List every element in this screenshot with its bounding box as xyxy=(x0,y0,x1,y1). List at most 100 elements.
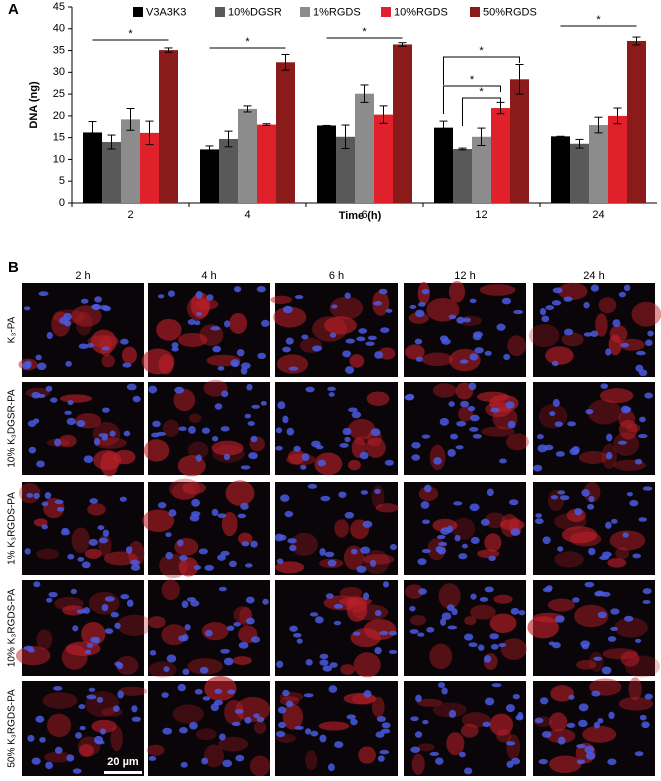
cytoskeleton xyxy=(582,725,617,743)
nucleus xyxy=(578,719,588,728)
bracket xyxy=(462,97,501,126)
micrograph xyxy=(19,482,145,575)
micrograph xyxy=(18,283,144,377)
nucleus xyxy=(246,383,253,391)
bar xyxy=(219,138,238,203)
nucleus xyxy=(350,718,358,726)
legend-swatch xyxy=(215,7,225,17)
cytoskeleton xyxy=(557,282,588,300)
nucleus xyxy=(244,413,252,419)
y-tick-label: 30 xyxy=(53,66,65,78)
nucleus xyxy=(72,625,79,632)
cytoskeleton xyxy=(416,698,443,707)
nucleus xyxy=(324,551,335,558)
nucleus xyxy=(552,642,561,649)
significance-star: * xyxy=(470,74,475,86)
nucleus xyxy=(212,345,222,353)
error-bar xyxy=(360,84,369,103)
nucleus xyxy=(620,342,630,348)
bar xyxy=(627,40,646,204)
nucleus xyxy=(605,348,612,356)
nucleus xyxy=(201,427,210,434)
nucleus xyxy=(101,346,110,351)
cytoskeleton xyxy=(598,297,617,314)
nucleus xyxy=(262,598,269,605)
nucleus xyxy=(410,716,419,722)
nucleus xyxy=(70,588,77,595)
nucleus xyxy=(189,514,200,522)
cytoskeleton xyxy=(438,583,461,609)
bar xyxy=(393,44,412,203)
legend-swatch xyxy=(300,7,310,17)
nucleus xyxy=(187,319,196,325)
error-bar xyxy=(477,127,486,147)
cytoskeleton xyxy=(500,638,527,660)
nucleus xyxy=(319,653,329,660)
nucleus xyxy=(76,420,86,428)
nucleus xyxy=(210,703,220,712)
nucleus xyxy=(536,434,544,440)
nucleus xyxy=(98,537,109,544)
cytoskeleton xyxy=(626,423,641,433)
cytoskeleton xyxy=(618,419,638,440)
nucleus xyxy=(554,421,563,427)
nucleus xyxy=(456,420,467,427)
nucleus xyxy=(447,448,456,457)
nucleus xyxy=(189,721,198,730)
cytoskeleton xyxy=(578,450,608,464)
nucleus xyxy=(167,290,175,298)
nucleus xyxy=(505,741,516,746)
nucleus xyxy=(98,433,109,438)
nucleus xyxy=(370,559,377,567)
panel-label: A xyxy=(8,1,19,18)
nucleus xyxy=(64,410,72,415)
micrograph xyxy=(404,382,529,475)
nucleus xyxy=(307,483,318,489)
cytoskeleton xyxy=(477,391,509,403)
nucleus xyxy=(510,607,520,615)
cytoskeleton xyxy=(576,659,597,670)
nucleus xyxy=(533,464,543,472)
nucleus xyxy=(380,327,390,333)
error-bar xyxy=(145,120,154,146)
cytoskeleton xyxy=(100,451,119,477)
nucleus xyxy=(358,328,368,334)
nucleus xyxy=(498,643,507,648)
nucleus xyxy=(300,464,307,470)
nucleus xyxy=(282,689,290,697)
nucleus xyxy=(409,629,419,634)
nucleus xyxy=(474,347,484,354)
cytoskeleton xyxy=(507,335,527,357)
cytoskeleton xyxy=(146,744,165,756)
nucleus xyxy=(251,404,260,409)
cytoskeleton xyxy=(156,318,182,341)
nucleus xyxy=(378,288,388,295)
nucleus xyxy=(467,405,476,412)
nucleus xyxy=(421,548,431,554)
nucleus xyxy=(623,284,631,292)
row-label: 1% K₃RGDS-PA xyxy=(7,492,18,565)
x-tick-label: 24 xyxy=(592,209,604,221)
nucleus xyxy=(288,366,299,371)
nucleus xyxy=(157,294,165,299)
nucleus xyxy=(25,360,32,369)
cytoskeleton xyxy=(618,410,636,429)
cytoskeleton xyxy=(340,664,355,675)
nucleus xyxy=(119,496,127,502)
significance-star: * xyxy=(479,45,484,57)
nucleus xyxy=(541,731,552,738)
nucleus xyxy=(176,539,184,547)
error-bar xyxy=(281,53,290,71)
nucleus xyxy=(186,597,197,602)
nucleus xyxy=(374,646,382,655)
nucleus xyxy=(345,338,355,344)
nucleus xyxy=(86,342,94,348)
y-tick-label: 35 xyxy=(53,44,65,56)
micrograph xyxy=(404,482,526,575)
nucleus xyxy=(256,716,265,723)
cytoskeleton xyxy=(314,452,343,476)
nucleus xyxy=(534,717,544,724)
nucleus xyxy=(195,454,202,462)
nucleus xyxy=(166,654,177,663)
nucleus xyxy=(448,401,455,407)
